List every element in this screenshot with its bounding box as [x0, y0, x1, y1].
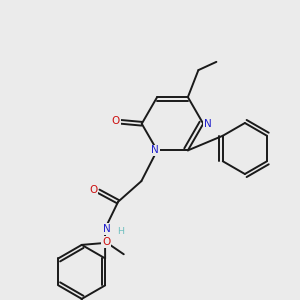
Text: N: N	[103, 224, 111, 234]
Text: O: O	[112, 116, 120, 126]
Text: N: N	[204, 119, 212, 129]
Text: O: O	[102, 237, 110, 247]
Text: O: O	[89, 185, 98, 195]
Text: H: H	[117, 227, 124, 236]
Text: N: N	[152, 146, 159, 155]
